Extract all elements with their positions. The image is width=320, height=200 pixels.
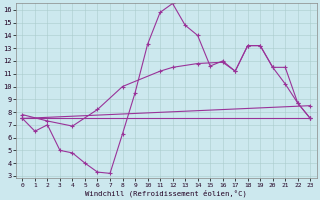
X-axis label: Windchill (Refroidissement éolien,°C): Windchill (Refroidissement éolien,°C) bbox=[85, 189, 247, 197]
